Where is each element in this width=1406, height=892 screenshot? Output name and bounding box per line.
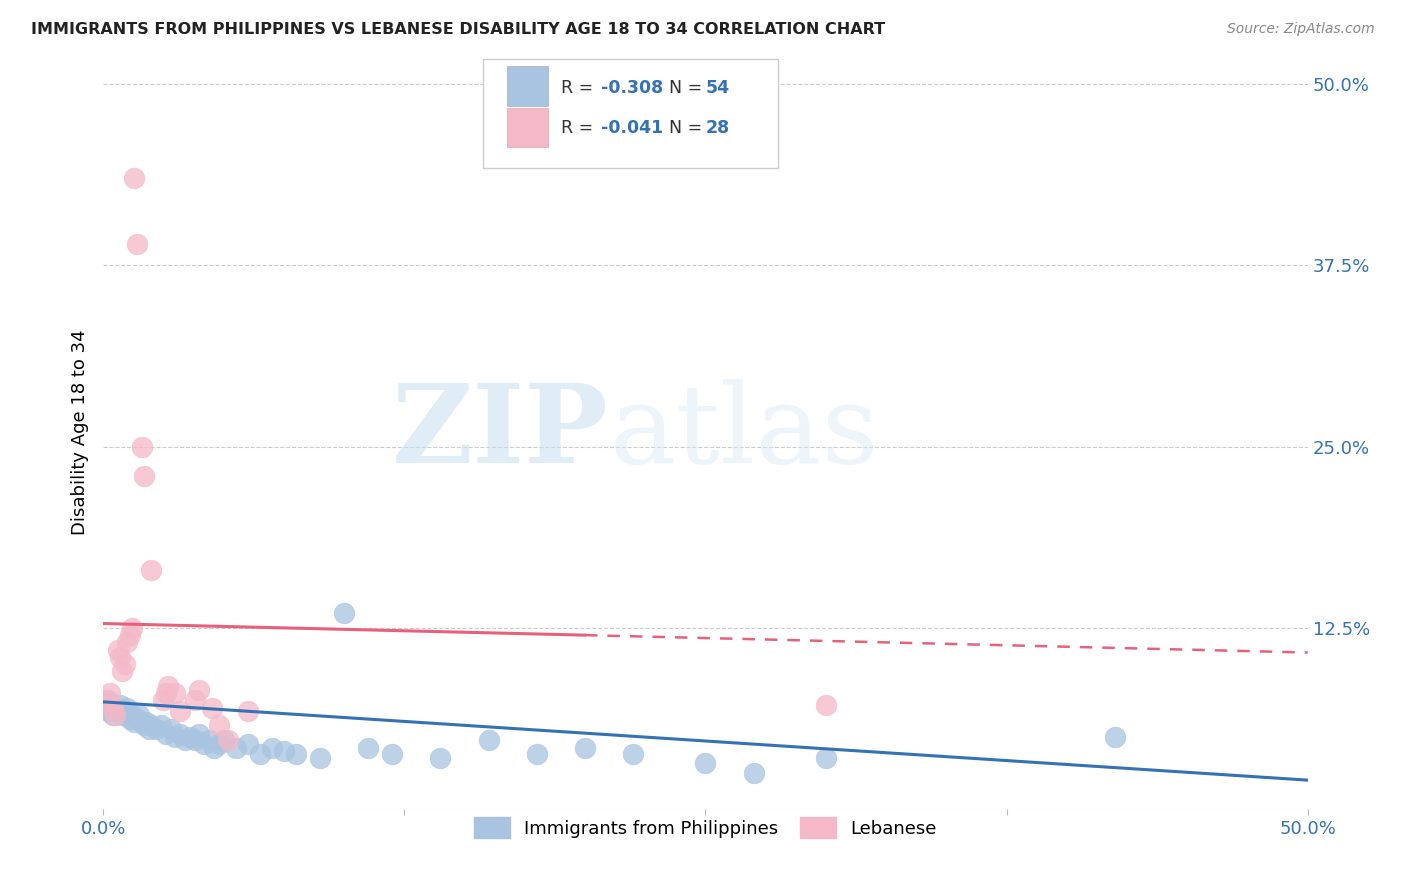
Point [208, 737, 231, 751]
Point [118, 712, 141, 726]
Point [111, 707, 134, 722]
Point [104, 700, 127, 714]
Text: IMMIGRANTS FROM PHILIPPINES VS LEBANESE DISABILITY AGE 18 TO 34 CORRELATION CHAR: IMMIGRANTS FROM PHILIPPINES VS LEBANESE … [31, 22, 884, 37]
Point [141, 718, 163, 732]
FancyBboxPatch shape [506, 108, 547, 147]
Point [125, 236, 148, 251]
Point [621, 747, 644, 761]
Point [155, 727, 177, 741]
Point [429, 751, 451, 765]
Text: R =: R = [561, 120, 599, 137]
Point [108, 649, 131, 664]
Point [115, 635, 138, 649]
Point [165, 730, 187, 744]
Text: N =: N = [669, 78, 709, 96]
Point [132, 468, 155, 483]
Point [236, 737, 259, 751]
Text: 54: 54 [706, 78, 730, 96]
Point [111, 665, 134, 679]
Point [165, 686, 187, 700]
Point [135, 715, 157, 730]
Point [157, 679, 180, 693]
Point [357, 741, 380, 756]
Text: R =: R = [561, 78, 599, 96]
Point [477, 732, 499, 747]
Text: N =: N = [669, 120, 709, 137]
Point [260, 741, 283, 756]
Point [174, 732, 197, 747]
Text: atlas: atlas [609, 378, 879, 485]
Point [188, 727, 211, 741]
Point [159, 723, 181, 737]
Point [200, 700, 222, 714]
Point [128, 707, 150, 722]
Point [169, 727, 191, 741]
Legend: Immigrants from Philippines, Lebanese: Immigrants from Philippines, Lebanese [467, 810, 945, 846]
Point [114, 657, 136, 672]
Point [118, 628, 141, 642]
Y-axis label: Disability Age 18 to 34: Disability Age 18 to 34 [72, 329, 89, 535]
Point [212, 732, 235, 747]
Point [208, 718, 231, 732]
Point [217, 732, 239, 747]
Point [152, 693, 174, 707]
Point [114, 704, 136, 718]
Point [169, 704, 191, 718]
Point [97, 704, 120, 718]
Text: -0.041: -0.041 [600, 120, 662, 137]
Point [202, 741, 225, 756]
Point [149, 718, 172, 732]
FancyBboxPatch shape [482, 59, 778, 169]
Point [107, 642, 129, 657]
Point [225, 741, 247, 756]
FancyBboxPatch shape [506, 66, 547, 105]
Point [193, 737, 215, 751]
Point [97, 693, 120, 707]
Point [183, 732, 205, 747]
Point [145, 723, 167, 737]
Point [104, 707, 127, 722]
Point [1104, 730, 1126, 744]
Point [309, 751, 332, 765]
Point [814, 698, 837, 712]
Point [131, 715, 153, 730]
Point [179, 730, 201, 744]
Point [121, 621, 143, 635]
Point [108, 698, 131, 712]
Point [814, 751, 837, 765]
Point [381, 747, 404, 761]
Point [236, 704, 259, 718]
Point [183, 693, 205, 707]
Point [98, 698, 121, 712]
Point [94, 693, 117, 707]
Point [125, 712, 148, 726]
Point [695, 756, 717, 770]
Point [249, 747, 271, 761]
Point [155, 686, 177, 700]
Point [526, 747, 548, 761]
Point [132, 718, 155, 732]
Text: -0.308: -0.308 [600, 78, 662, 96]
Point [273, 744, 295, 758]
Point [131, 440, 153, 454]
Point [101, 700, 124, 714]
Point [198, 732, 221, 747]
Point [333, 607, 356, 621]
Text: 28: 28 [706, 120, 730, 137]
Text: ZIP: ZIP [392, 378, 609, 485]
Point [124, 171, 146, 186]
Point [141, 563, 163, 577]
Text: Source: ZipAtlas.com: Source: ZipAtlas.com [1227, 22, 1375, 37]
Point [121, 707, 143, 722]
Point [138, 723, 160, 737]
Point [115, 700, 138, 714]
Point [742, 765, 765, 780]
Point [124, 715, 146, 730]
Point [107, 704, 129, 718]
Point [98, 686, 121, 700]
Point [188, 683, 211, 698]
Point [284, 747, 307, 761]
Point [101, 707, 124, 722]
Point [574, 741, 596, 756]
